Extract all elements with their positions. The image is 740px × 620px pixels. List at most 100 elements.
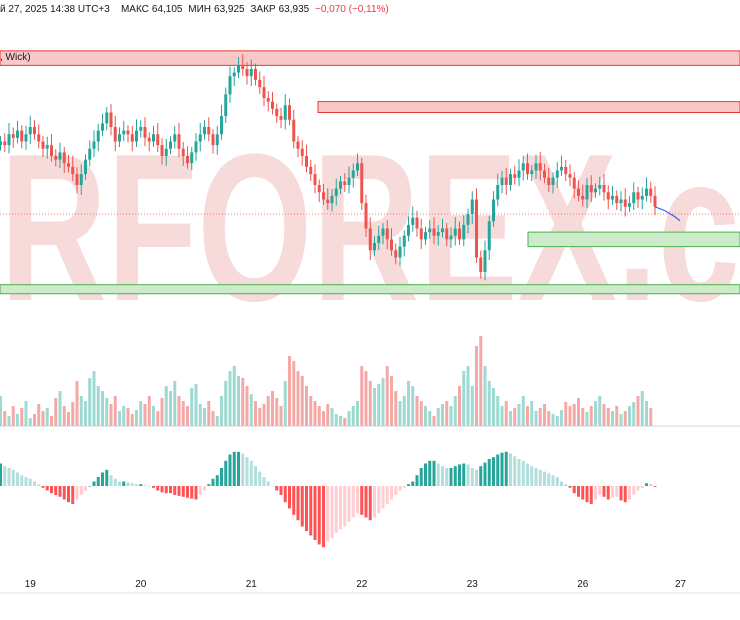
macd-bar: [602, 486, 606, 497]
volume-bar: [611, 411, 614, 426]
candle-body: [143, 127, 147, 138]
macd-bar: [156, 486, 160, 491]
volume-bar: [632, 402, 636, 426]
macd-bar: [50, 486, 53, 494]
header-sep: [113, 4, 119, 15]
volume-bar: [470, 386, 474, 426]
volume-bar: [207, 401, 211, 426]
candle-body: [449, 235, 453, 240]
volume-bar: [543, 404, 546, 426]
volume-bar: [530, 401, 534, 426]
volume-bar: [33, 414, 36, 426]
volume-bar: [360, 366, 364, 426]
volume-bar: [84, 401, 87, 426]
header-close-value: 63,935: [278, 4, 310, 15]
volume-bar: [339, 416, 342, 426]
macd-bar: [521, 460, 525, 486]
volume-bar: [351, 406, 355, 426]
price-zones: [0, 50, 740, 295]
volume-bar: [173, 381, 177, 426]
candle-body: [343, 181, 347, 185]
macd-bar: [568, 486, 572, 488]
macd-bar: [402, 486, 406, 488]
volume-bar: [636, 396, 640, 426]
candle-body: [322, 192, 325, 200]
candle-body: [334, 188, 338, 196]
macd-bar: [105, 469, 109, 486]
volume-bar: [152, 406, 155, 426]
candle-body: [560, 166, 563, 171]
time-axis-label: 20: [135, 579, 147, 590]
macd-bar: [41, 486, 45, 488]
volume-bar: [589, 406, 593, 426]
macd-bar: [220, 468, 223, 486]
macd-bar: [351, 486, 355, 518]
volume-bar: [45, 408, 49, 426]
candle-body: [109, 112, 113, 127]
candle-body: [305, 156, 308, 167]
macd-bar: [62, 486, 66, 500]
volume-bar: [534, 411, 538, 426]
candle-body: [75, 174, 79, 185]
volume-bar: [296, 371, 300, 426]
volume-bar: [381, 378, 385, 426]
candle-body: [279, 116, 283, 120]
macd-bar: [466, 464, 470, 486]
candle-body: [211, 134, 215, 146]
macd-bar: [415, 475, 419, 486]
candle-body: [441, 228, 444, 233]
candle-body: [156, 134, 160, 146]
candle-body: [84, 159, 87, 175]
volume-bar: [164, 386, 168, 426]
macd-bar: [632, 486, 636, 495]
candle-body: [190, 152, 194, 164]
macd-bar: [381, 486, 385, 509]
volume-histogram: [0, 336, 653, 426]
candle-body: [58, 152, 62, 160]
candle-body: [7, 134, 11, 146]
candle-body: [50, 145, 53, 156]
volume-bar: [428, 411, 432, 426]
candle-body: [364, 203, 368, 229]
candle-body: [232, 72, 236, 77]
header-change: −0,070 (−0,11%): [314, 4, 389, 15]
volume-bar: [245, 386, 249, 426]
volume-bar: [487, 381, 491, 426]
volume-bar: [402, 396, 406, 426]
macd-bar: [364, 486, 368, 518]
volume-bar: [24, 401, 28, 426]
macd-bar: [373, 486, 376, 518]
candle-body: [564, 166, 568, 175]
macd-bar: [109, 475, 113, 486]
candlesticks: [0, 54, 657, 281]
candle-body: [351, 170, 355, 178]
volume-bar: [551, 414, 555, 426]
volume-bar: [517, 404, 521, 426]
macd-bar: [653, 486, 657, 487]
macd-bar: [224, 460, 228, 486]
volume-bar: [28, 418, 32, 426]
candle-body: [538, 163, 542, 171]
candle-body: [411, 217, 415, 225]
support-zone: [527, 231, 740, 248]
macd-bar: [589, 486, 593, 504]
volume-bar: [0, 396, 2, 426]
candle-body: [368, 228, 372, 251]
volume-bar: [58, 391, 62, 426]
macd-bar: [228, 454, 232, 486]
candle-body: [266, 98, 270, 102]
volume-bar: [139, 401, 143, 426]
volume-bar: [113, 396, 117, 426]
macd-bar: [215, 475, 219, 486]
macd-bar: [28, 478, 32, 486]
volume-bar: [449, 406, 453, 426]
volume-bar: [356, 401, 359, 426]
macd-bar: [598, 486, 602, 495]
volume-bar: [572, 404, 576, 426]
macd-bar: [198, 486, 202, 495]
candle-body: [611, 195, 614, 200]
volume-bar: [181, 401, 185, 426]
macd-bar: [11, 469, 15, 486]
candle-body: [636, 192, 640, 200]
